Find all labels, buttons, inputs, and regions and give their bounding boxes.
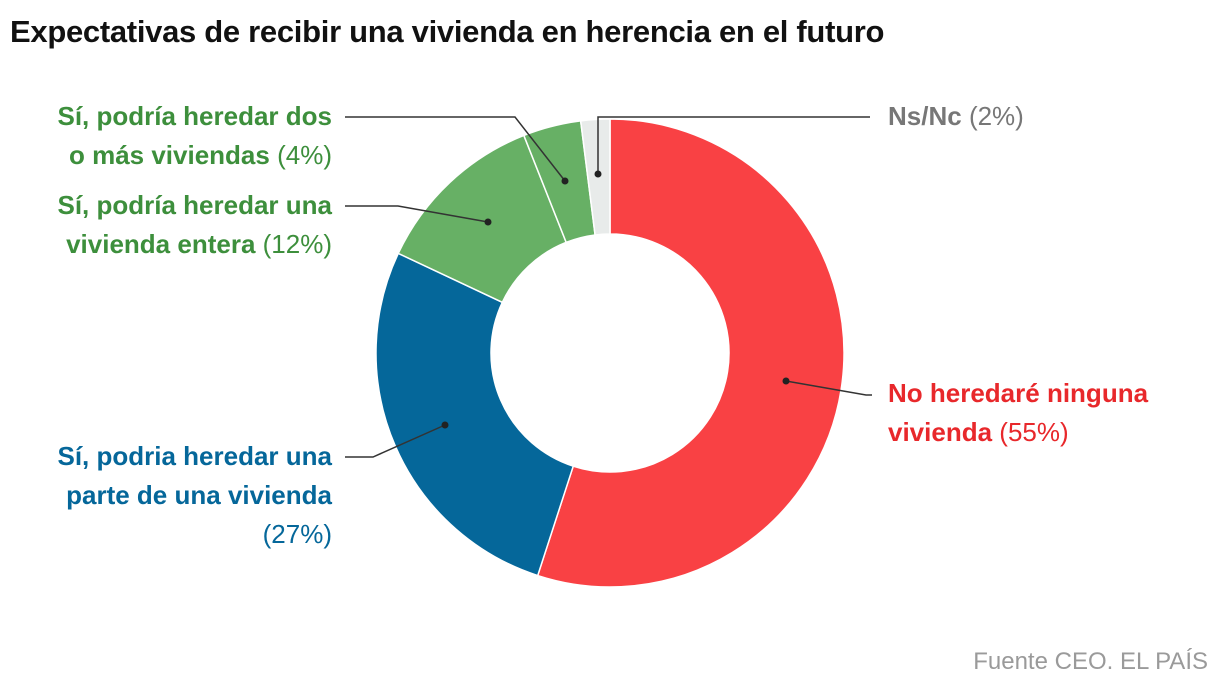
- label-no-value: (55%): [999, 417, 1069, 447]
- leader-line-dos: [345, 116, 566, 182]
- label-entera-line-1: Sí, podría heredar una: [57, 190, 332, 220]
- label-parte-value: (27%): [262, 519, 332, 549]
- label-no-heredare: No heredaré ninguna vivienda (55%): [888, 374, 1148, 452]
- source-note: Fuente CEO. EL PAÍS: [973, 648, 1208, 675]
- label-no-line-1: No heredaré ninguna: [888, 378, 1149, 408]
- donut-slice-nsnc: [579, 118, 611, 236]
- label-dos-line-1: Sí, podría heredar dos: [57, 101, 332, 131]
- leader-line-entera: [345, 205, 489, 223]
- donut-slice-parte: [375, 252, 575, 577]
- leader-dot-entera: [484, 218, 492, 226]
- leader-line-parte: [345, 424, 446, 458]
- leader-line-no: [785, 380, 872, 396]
- label-vivienda-entera: Sí, podría heredar una vivienda entera (…: [57, 186, 332, 264]
- donut-slice-no: [536, 118, 845, 588]
- label-dos-line-2: o más viviendas: [68, 140, 270, 170]
- leader-dot-parte: [441, 421, 449, 429]
- leader-dot-no: [782, 377, 790, 385]
- leader-dot-nsnc: [594, 170, 602, 178]
- label-no-line-2: vivienda: [888, 417, 993, 447]
- label-parte-de-una-vivienda: Sí, podria heredar una parte de una vivi…: [57, 437, 332, 554]
- label-ns-nc-value: (2%): [968, 101, 1024, 131]
- label-dos-value: (4%): [277, 140, 332, 170]
- leader-dot-dos: [561, 177, 569, 185]
- label-ns-nc: Ns/Nc (2%): [888, 97, 1024, 136]
- label-ns-nc-line-1: Ns/Nc: [888, 101, 962, 131]
- chart-title: Expectativas de recibir una vivienda en …: [10, 14, 885, 49]
- label-dos-o-mas-viviendas: Sí, podría heredar dos o más viviendas (…: [57, 97, 332, 175]
- leader-line-nsnc: [597, 116, 870, 174]
- label-parte-line-1: Sí, podria heredar una: [57, 441, 332, 471]
- label-parte-line-2: parte de una vivienda: [66, 480, 332, 510]
- label-entera-value: (12%): [262, 229, 332, 259]
- label-entera-line-2: vivienda entera: [66, 229, 256, 259]
